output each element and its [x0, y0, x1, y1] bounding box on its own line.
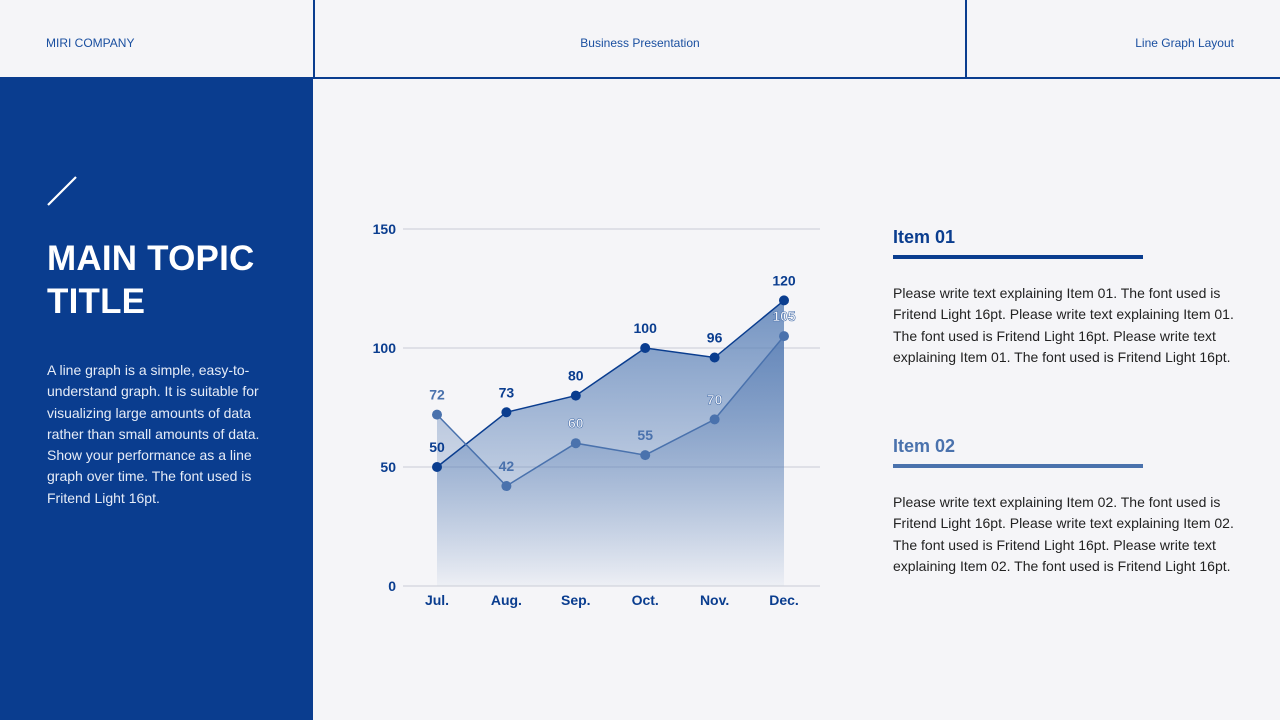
series-2-area — [437, 336, 784, 586]
series-2-data-label: 72 — [429, 387, 445, 403]
company-name: MIRI COMPANY — [46, 36, 135, 50]
series-1-point — [709, 352, 720, 363]
sidebar-description: A line graph is a simple, easy-to-unders… — [47, 362, 260, 506]
item-02: Item 02 Please write text explaining Ite… — [893, 436, 1243, 577]
series-1-data-label: 50 — [429, 439, 445, 455]
series-2-data-label: 60 — [568, 415, 584, 431]
series-2-data-label: 42 — [499, 458, 515, 474]
series-1-line — [436, 299, 785, 468]
item-01-underline — [893, 255, 1143, 259]
x-tick-label: Oct. — [632, 592, 659, 608]
x-tick-label: Aug. — [491, 592, 522, 608]
series-1-data-label: 120 — [772, 272, 796, 288]
item-01: Item 01 Please write text explaining Ite… — [893, 227, 1243, 368]
series-2-data-label: 105 — [772, 308, 796, 324]
x-tick-label: Jul. — [425, 592, 449, 608]
series-1-data-label: 80 — [568, 368, 584, 384]
y-tick-label: 100 — [373, 340, 397, 356]
series-1-data-label: 100 — [634, 320, 658, 336]
x-tick-label: Dec. — [769, 592, 799, 608]
series-2-data-label: 55 — [637, 427, 653, 443]
series-1-point — [570, 390, 581, 401]
series-2-point — [709, 414, 720, 425]
series-2-point — [501, 481, 512, 492]
item-02-text: Please write text explaining Item 02. Th… — [893, 494, 1234, 574]
item-01-text: Please write text explaining Item 01. Th… — [893, 285, 1234, 365]
series-1-point — [640, 343, 651, 353]
line-chart-svg: 50 73 80 100 96 120 72 42 60 55 70 105 0 50 100 150 Jul… — [373, 221, 820, 608]
main-topic-title: MAIN TOPIC TITLE — [47, 239, 255, 321]
series-1-point — [779, 295, 789, 306]
y-tick-label: 50 — [380, 459, 396, 475]
line-chart: 50 73 80 100 96 120 72 42 60 55 70 105 0 50 100 150 Jul… — [313, 79, 853, 720]
x-tick-label: Nov. — [700, 592, 729, 608]
header-bar: MIRI COMPANY Business Presentation Line … — [0, 0, 1280, 79]
series-1-data-label: 96 — [707, 330, 723, 346]
x-tick-label: Sep. — [561, 592, 591, 608]
series-1-point — [432, 462, 442, 472]
item-01-title: Item 01 — [893, 227, 956, 247]
series-2-data-label: 70 — [707, 391, 723, 407]
series-2-point — [570, 438, 581, 449]
layout-name: Line Graph Layout — [1135, 36, 1234, 50]
sidebar-panel: MAIN TOPIC TITLE A line graph is a simpl… — [0, 79, 313, 720]
y-tick-label: 0 — [388, 578, 396, 594]
item-02-underline — [893, 464, 1143, 468]
series-2-point — [640, 450, 651, 461]
y-tick-label: 150 — [373, 221, 397, 237]
series-1-point — [501, 407, 512, 418]
item-02-title: Item 02 — [893, 436, 956, 456]
slash-decoration-icon — [47, 176, 77, 206]
series-2-point — [779, 331, 789, 342]
presentation-label: Business Presentation — [313, 0, 967, 77]
series-2-line — [436, 335, 785, 487]
series-1-data-label: 73 — [499, 384, 515, 400]
series-2-point — [432, 409, 442, 420]
